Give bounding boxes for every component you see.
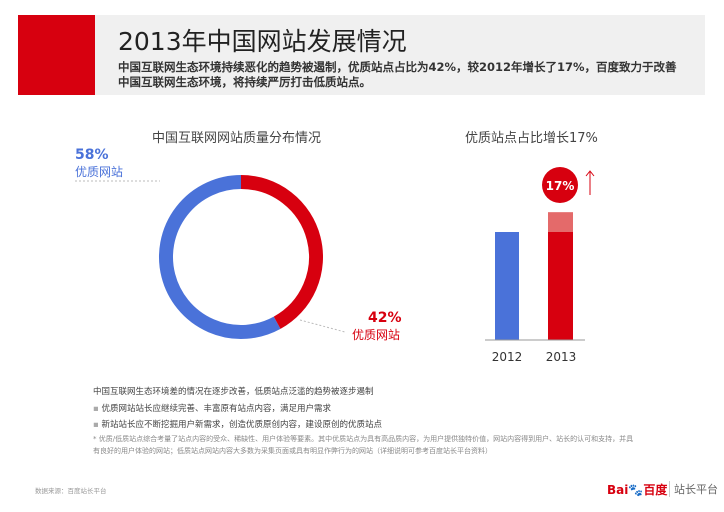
- bar-title: 优质站点占比增长17%: [465, 131, 598, 146]
- donut-slice-blue: [159, 175, 281, 339]
- leader-line: [299, 319, 346, 333]
- x-tick-label: 2013: [546, 350, 577, 364]
- bar-2012: [495, 232, 519, 340]
- x-tick-label: 2012: [492, 350, 523, 364]
- subtitle-line: 中国互联网生态环境持续恶化的趋势被遏制，优质站点占比为42%，较2012年增长了…: [118, 60, 677, 74]
- increase-label: 17%: [546, 179, 575, 193]
- bar-2013-increase: [548, 212, 573, 232]
- blue-percent: 58%: [75, 147, 109, 163]
- up-arrow-head-icon: [585, 170, 595, 177]
- footnote-line: 有良好的用户体验的网站；低质站点网站内容大多数为采集页面或具有明显作弊行为的网站…: [93, 447, 492, 455]
- baidu-logo: Bai🐾百度: [607, 483, 668, 497]
- bullet-item: ▪ 新站站长应不断挖掘用户新需求，创造优质原创内容，建设原创的优质站点: [93, 420, 382, 430]
- notes-headline: 中国互联网生态环境差的情况在逐步改善，低质站点泛滥的趋势被逐步遏制: [93, 387, 374, 397]
- footnote-line: * 优质/低质站点综合考量了站点内容的受众、稀缺性、用户体验等要素。其中优质站点…: [93, 435, 634, 443]
- red-label: 优质网站: [352, 328, 401, 342]
- bar-2013-base: [548, 232, 573, 340]
- blue-label: 优质网站: [75, 165, 124, 179]
- red-accent-block: [18, 15, 95, 95]
- bullet-icon: ▪: [93, 404, 102, 414]
- data-source: 数据来源：百度站长平台: [35, 487, 107, 495]
- increase-badge: [542, 167, 578, 203]
- bullet-icon: ▪: [93, 420, 102, 430]
- red-percent: 42%: [368, 310, 402, 326]
- subtitle-line: 中国互联网生态环境，将持续严厉打击低质站点。: [118, 75, 371, 89]
- donut-slice-red: [240, 175, 323, 329]
- header-band: [95, 15, 705, 95]
- page-title: 2013年中国网站发展情况: [118, 27, 407, 56]
- platform-label: 站长平台: [669, 481, 718, 497]
- donut-title: 中国互联网网站质量分布情况: [152, 131, 322, 146]
- bullet-item: ▪ 优质网站站长应继续完善、丰富原有站点内容，满足用户需求: [93, 404, 331, 414]
